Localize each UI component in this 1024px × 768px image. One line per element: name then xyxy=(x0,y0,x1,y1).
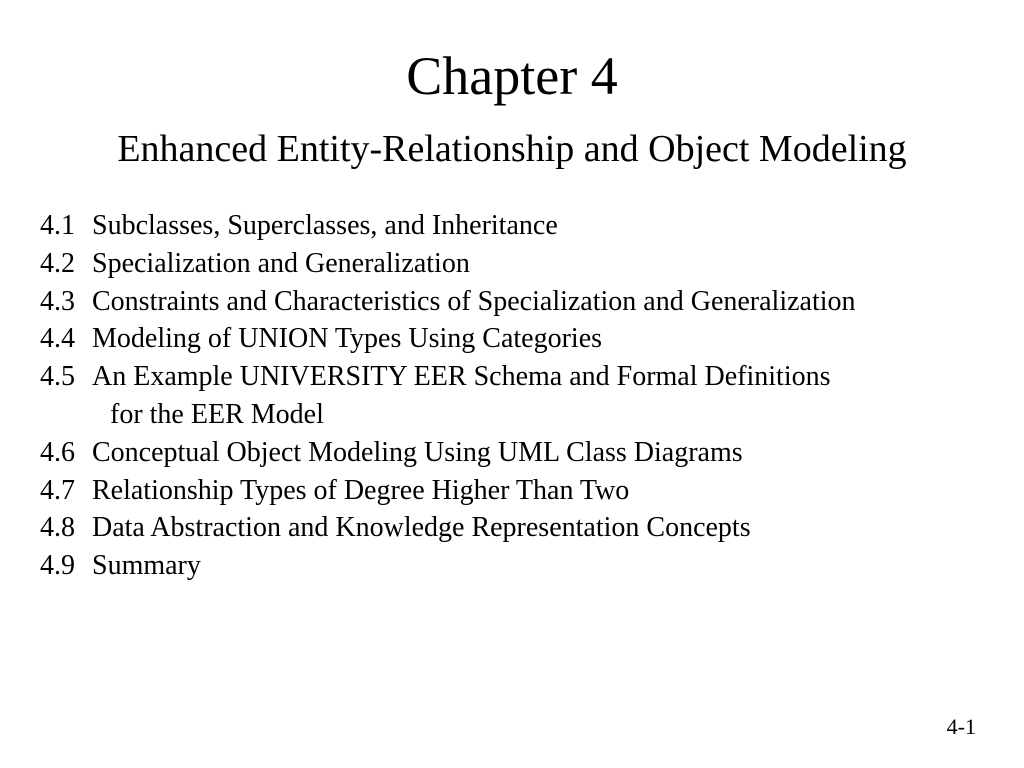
toc-item-text: Subclasses, Superclasses, and Inheritanc… xyxy=(92,207,984,245)
toc-item: 4.8Data Abstraction and Knowledge Repres… xyxy=(40,509,984,547)
toc-item-text: Modeling of UNION Types Using Categories xyxy=(92,320,984,358)
table-of-contents: 4.1Subclasses, Superclasses, and Inherit… xyxy=(30,207,994,585)
toc-item: 4.3Constraints and Characteristics of Sp… xyxy=(40,283,984,321)
toc-item-number: 4.5 xyxy=(40,358,92,396)
slide-container: Chapter 4 Enhanced Entity-Relationship a… xyxy=(0,0,1024,768)
toc-item-text: Summary xyxy=(92,547,984,585)
toc-item: 4.1Subclasses, Superclasses, and Inherit… xyxy=(40,207,984,245)
toc-item-text: An Example UNIVERSITY EER Schema and For… xyxy=(92,358,984,396)
page-number: 4-1 xyxy=(947,714,976,740)
toc-item: 4.5An Example UNIVERSITY EER Schema and … xyxy=(40,358,984,396)
toc-item-number: 4.9 xyxy=(40,547,92,585)
toc-item: 4.6Conceptual Object Modeling Using UML … xyxy=(40,434,984,472)
toc-item-text: Relationship Types of Degree Higher Than… xyxy=(92,472,984,510)
toc-item-continuation: for the EER Model xyxy=(40,396,984,434)
chapter-title: Chapter 4 xyxy=(30,45,994,107)
toc-item: 4.2Specialization and Generalization xyxy=(40,245,984,283)
toc-item-text: Constraints and Characteristics of Speci… xyxy=(92,283,984,321)
toc-item-text: Data Abstraction and Knowledge Represent… xyxy=(92,509,984,547)
toc-item-number: 4.6 xyxy=(40,434,92,472)
toc-item-number: 4.1 xyxy=(40,207,92,245)
toc-item-number: 4.4 xyxy=(40,320,92,358)
toc-item: 4.7Relationship Types of Degree Higher T… xyxy=(40,472,984,510)
toc-item-text: Conceptual Object Modeling Using UML Cla… xyxy=(92,434,984,472)
chapter-subtitle: Enhanced Entity-Relationship and Object … xyxy=(30,127,994,171)
toc-item-text: Specialization and Generalization xyxy=(92,245,984,283)
toc-item-number: 4.8 xyxy=(40,509,92,547)
toc-item-number: 4.3 xyxy=(40,283,92,321)
toc-item-number: 4.2 xyxy=(40,245,92,283)
toc-item-number: 4.7 xyxy=(40,472,92,510)
toc-item: 4.9Summary xyxy=(40,547,984,585)
toc-item: 4.4Modeling of UNION Types Using Categor… xyxy=(40,320,984,358)
